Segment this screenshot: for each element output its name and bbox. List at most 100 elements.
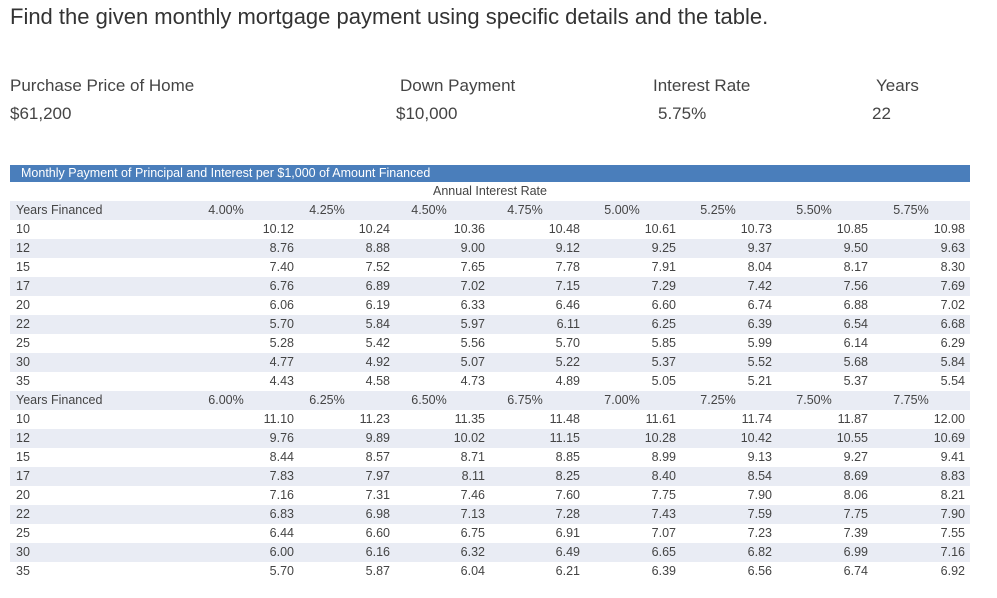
payment-cell: 5.52 [747,355,772,369]
payment-cell: 11.10 [263,412,294,426]
payment-cell: 7.40 [269,260,294,274]
payment-cell: 5.54 [940,374,965,388]
payment-cell: 10.69 [933,431,965,445]
payment-cell: 11.87 [837,412,868,426]
payment-cell: 4.89 [555,374,580,388]
payment-cell: 6.29 [940,336,965,350]
payment-cell: 5.70 [555,336,580,350]
rate-header-cell: 6.50% [411,393,447,407]
payment-cell: 10.73 [740,222,772,236]
payment-cell: 8.17 [843,260,868,274]
payment-cell: 4.73 [460,374,485,388]
annual-interest-rate-heading: Annual Interest Rate [10,182,970,201]
table-row: 12 8.76 8.88 9.00 9.12 9.25 9.37 9.50 9.63 [10,239,970,258]
table-row: 20 7.16 7.31 7.46 7.60 7.75 7.90 8.06 8.21 [10,486,970,505]
payment-cell: 7.69 [940,279,965,293]
payment-cell: 10.24 [358,222,390,236]
payment-cell: 9.41 [940,450,965,464]
payment-cell: 10.55 [836,431,868,445]
payment-cell: 7.91 [651,260,676,274]
payment-cell: 7.97 [365,469,390,483]
payment-cell: 7.13 [460,507,485,521]
payment-cell: 9.25 [651,241,676,255]
payment-cell: 6.74 [747,298,772,312]
rate-header-cell: 5.50% [796,203,832,217]
table-row: 25 6.44 6.60 6.75 6.91 7.07 7.23 7.39 7.55 [10,524,970,543]
rate-header-cell: 6.25% [309,393,345,407]
payment-cell: 7.15 [555,279,580,293]
payment-cell: 5.70 [269,564,294,578]
rate-header-cell: 6.75% [507,393,543,407]
rate-header-cell: 5.00% [604,203,640,217]
years-cell: 12 [16,431,30,445]
payment-cell: 5.21 [747,374,772,388]
rate-header-cell: 4.00% [208,203,244,217]
years-cell: 35 [16,374,30,388]
table-row: 35 4.43 4.58 4.73 4.89 5.05 5.21 5.37 5.54 [10,372,970,391]
payment-cell: 6.46 [555,298,580,312]
payment-cell: 8.71 [460,450,485,464]
payment-cell: 11.48 [549,412,580,426]
payment-cell: 7.90 [940,507,965,521]
payment-cell: 11.35 [454,412,485,426]
payment-cell: 7.46 [460,488,485,502]
rate-header-row: Years Financed 6.00% 6.25% 6.50% 6.75% 7.00% 7… [10,391,970,410]
payment-cell: 5.37 [843,374,868,388]
payment-cell: 7.90 [747,488,772,502]
payment-cell: 6.54 [843,317,868,331]
table-row: 35 5.70 5.87 6.04 6.21 6.39 6.56 6.74 6.92 [10,562,970,581]
table-row: 17 7.83 7.97 8.11 8.25 8.40 8.54 8.69 8.83 [10,467,970,486]
payment-cell: 7.07 [651,526,676,540]
payment-cell: 6.39 [651,564,676,578]
years-cell: 10 [16,222,30,236]
table-row: 10 11.10 11.23 11.35 11.48 11.61 11.74 11.87 12.… [10,410,970,429]
payment-cell: 7.43 [651,507,676,521]
payment-cell: 5.07 [460,355,485,369]
payment-cell: 5.22 [555,355,580,369]
payment-cell: 10.85 [836,222,868,236]
rate-header-row: Years Financed 4.00% 4.25% 4.50% 4.75% 5.00% 5… [10,201,970,220]
table-row: 22 5.70 5.84 5.97 6.11 6.25 6.39 6.54 6.68 [10,315,970,334]
payment-cell: 5.99 [747,336,772,350]
rate-header-cell: 4.25% [309,203,345,217]
payment-cell: 7.75 [651,488,676,502]
payment-cell: 4.92 [365,355,390,369]
payment-cell: 8.76 [269,241,294,255]
rate-header-cell: 4.50% [411,203,447,217]
payment-cell: 7.23 [747,526,772,540]
payment-cell: 7.78 [555,260,580,274]
payment-cell: 7.52 [365,260,390,274]
payment-cell: 4.58 [365,374,390,388]
years-cell: 25 [16,336,30,350]
interest-rate-label: Interest Rate [653,76,751,95]
purchase-price-label: Purchase Price of Home [10,76,195,95]
payment-cell: 8.99 [651,450,676,464]
payment-cell: 5.28 [269,336,294,350]
payment-cell: 6.11 [556,317,580,331]
interest-rate-value: 5.75% [658,104,707,123]
years-label: Years [876,76,919,95]
mortgage-payment-table: Monthly Payment of Principal and Interes… [10,165,970,581]
table-row: 25 5.28 5.42 5.56 5.70 5.85 5.99 6.14 6.29 [10,334,970,353]
payment-cell: 5.42 [365,336,390,350]
payment-cell: 5.85 [651,336,676,350]
years-value: 22 [872,104,891,123]
down-payment-value: $10,000 [396,104,458,123]
years-cell: 17 [16,279,30,293]
payment-cell: 6.91 [555,526,580,540]
years-cell: 20 [16,488,30,502]
payment-cell: 10.02 [453,431,485,445]
payment-cell: 6.89 [365,279,390,293]
payment-cell: 8.30 [940,260,965,274]
payment-cell: 9.27 [843,450,868,464]
table-row: 20 6.06 6.19 6.33 6.46 6.60 6.74 6.88 7.02 [10,296,970,315]
payment-cell: 10.36 [453,222,485,236]
payment-cell: 6.74 [843,564,868,578]
payment-cell: 6.16 [365,545,390,559]
payment-cell: 7.60 [555,488,580,502]
rate-header-cell: 5.75% [893,203,929,217]
payment-cell: 8.54 [747,469,772,483]
rate-header-cell: 7.50% [796,393,832,407]
years-cell: 15 [16,260,30,274]
years-financed-label: Years Financed [16,203,103,217]
